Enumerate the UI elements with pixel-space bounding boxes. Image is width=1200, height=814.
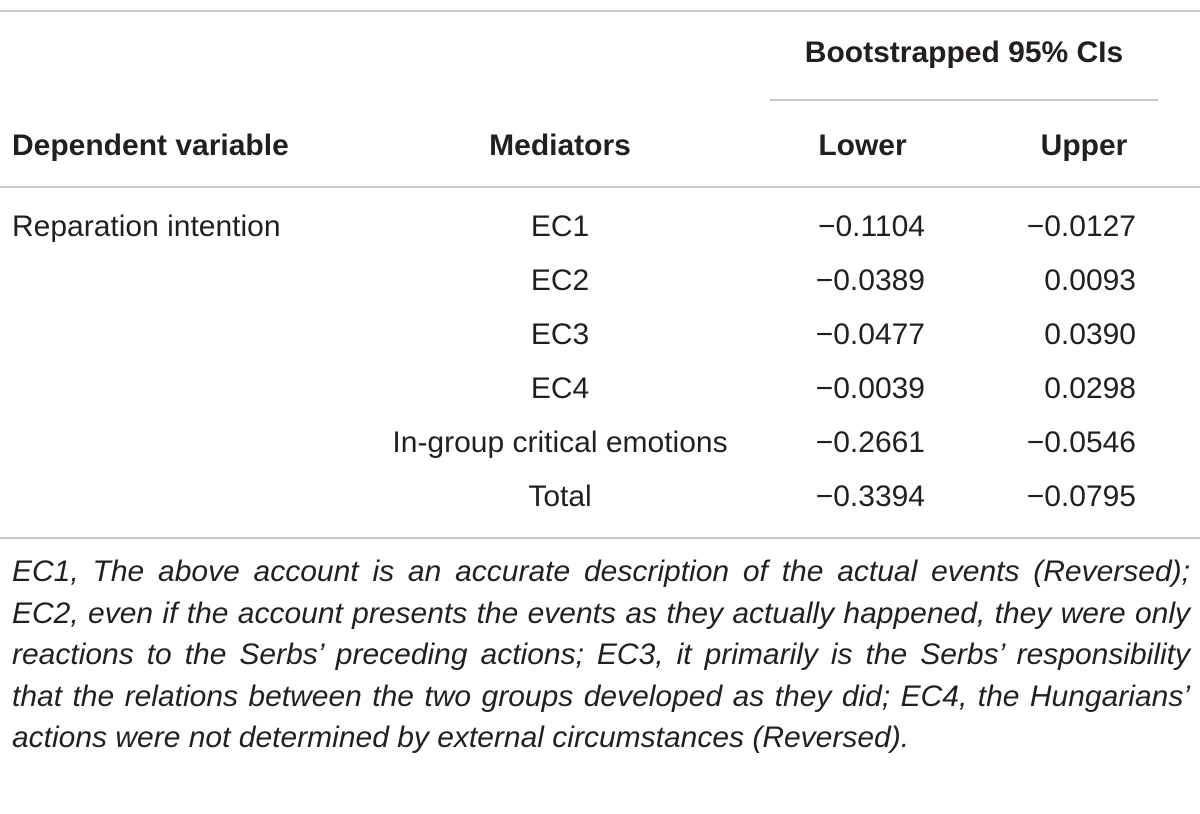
mediator-cell: EC3	[530, 318, 590, 351]
table-row: EC4 −0.0039 0.0298	[0, 371, 1200, 425]
upper-ci-cell: 0.0298	[1044, 372, 1136, 405]
mediator-cell: EC2	[530, 264, 590, 297]
lower-ci-cell: −0.3394	[815, 480, 925, 513]
column-header-mediators: Mediators	[489, 129, 631, 162]
table-row: EC3 −0.0477 0.0390	[0, 317, 1200, 371]
lower-ci-cell: −0.1104	[817, 210, 925, 243]
table-footnote: EC1, The above account is an accurate de…	[12, 555, 1190, 754]
upper-ci-cell: 0.0093	[1044, 264, 1136, 297]
column-header-lower: Lower	[818, 129, 907, 162]
group-header-bootstrapped-cis: Bootstrapped 95% CIs	[804, 36, 1124, 69]
mediator-cell: In-group critical emotions	[392, 426, 728, 459]
mediator-cell: Total	[528, 480, 592, 513]
table-row: In-group critical emotions −0.2661 −0.05…	[0, 425, 1200, 479]
mediator-cell: EC4	[530, 372, 590, 405]
header-bottom-rule	[0, 186, 1200, 188]
lower-ci-cell: −0.0477	[815, 318, 925, 351]
column-header-upper: Upper	[1040, 129, 1128, 162]
column-header-dependent-variable: Dependent variable	[12, 129, 289, 162]
table-top-rule	[0, 10, 1200, 12]
lower-ci-cell: −0.0389	[815, 264, 925, 297]
dependent-variable-cell: Reparation intention	[12, 210, 281, 243]
upper-ci-cell: −0.0546	[1026, 426, 1136, 459]
table-row: EC1 −0.1104 −0.0127	[0, 209, 1200, 263]
upper-ci-cell: 0.0390	[1044, 318, 1136, 351]
lower-ci-cell: −0.0039	[815, 372, 925, 405]
table-bottom-rule	[0, 537, 1200, 539]
upper-ci-cell: −0.0795	[1026, 480, 1136, 513]
table-row: Total −0.3394 −0.0795	[0, 479, 1200, 533]
upper-ci-cell: −0.0127	[1026, 210, 1136, 243]
mediator-cell: EC1	[530, 210, 590, 243]
table-row: EC2 −0.0389 0.0093	[0, 263, 1200, 317]
lower-ci-cell: −0.2661	[815, 426, 925, 459]
group-header-rule	[770, 99, 1158, 101]
